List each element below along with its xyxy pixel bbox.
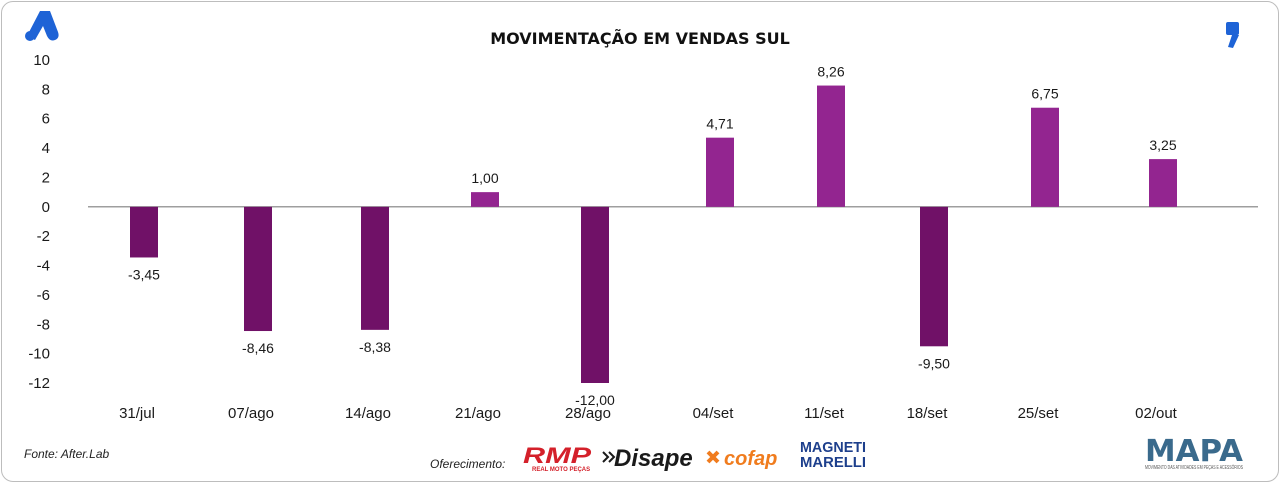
after-lab-a-logo-icon [25,11,59,41]
bar-28-ago [581,206,609,383]
y-tick-label: 6 [42,111,50,128]
y-tick-label: -4 [37,258,50,275]
x-tick-label: 11/set [804,405,845,422]
bar-14-ago [361,206,389,330]
mapa-logo-subtext: MOVIMENTO DAS ATIVIDADES EM PEÇAS E ACES… [1145,464,1243,471]
y-tick-label: -2 [37,228,50,245]
data-labels-group: -3,45 -8,46 -8,38 1,00 -12,00 4,71 8,26 -9,50 6,… [128,64,1177,408]
x-tick-label: 07/ago [228,405,274,422]
x-tick-label: 25/set [1018,405,1060,422]
y-tick-label: -6 [37,287,50,304]
y-tick-label: -8 [37,316,50,333]
y-tick-label: 2 [42,169,50,186]
marelli-logo-text: MARELLI [800,454,866,471]
data-label: 4,71 [706,116,733,132]
data-label: -8,38 [359,339,391,355]
disape-logo: Disape [602,445,693,472]
bar-07-ago [244,206,272,332]
x-tick-label: 31/jul [119,405,155,422]
x-axis: 31/jul 07/ago 14/ago 21/ago 28/ago 04/set 11/s… [119,405,1178,422]
data-label: -3,45 [128,266,160,282]
y-tick-label: 8 [42,81,50,98]
x-tick-label: 04/set [693,405,735,422]
x-tick-label: 02/out [1135,405,1178,422]
x-tick-label: 18/set [907,405,949,422]
y-tick-label: -10 [28,346,50,363]
disape-logo-text: Disape [614,445,693,472]
bar-31-jul [130,206,158,258]
bars-group [130,85,1177,383]
data-label: 1,00 [471,170,498,186]
data-label: -8,46 [242,340,274,356]
y-tick-label: 10 [33,52,50,69]
rmp-logo-subtext: REAL MOTO PEÇAS [532,467,590,473]
x-tick-label: 21/ago [455,405,501,422]
data-label: 3,25 [1149,137,1176,153]
magneti-marelli-logo: MAGNETI MARELLI [800,439,866,471]
rmp-logo: RMP REAL MOTO PEÇAS [523,443,591,473]
bar-21-ago [471,192,499,207]
sponsor-label: Oferecimento: [430,457,505,471]
bar-11-set [817,85,845,207]
bar-18-set [920,206,948,347]
bar-04-set [706,137,734,207]
x-tick-label: 14/ago [345,405,391,422]
cofap-logo-text: cofap [724,448,777,470]
data-label: 8,26 [817,64,844,80]
quote-mark-icon [1226,22,1239,48]
data-label: -12,00 [575,392,615,408]
chart-title: MOVIMENTAÇÃO EM VENDAS SUL [490,29,790,48]
bar-02-out [1149,159,1177,207]
bar-25-set [1031,107,1059,207]
rmp-logo-text: RMP [523,443,591,468]
y-tick-label: 4 [42,140,50,157]
x-tick-label: 28/ago [565,405,611,422]
mapa-logo-text: MAPA [1145,434,1244,469]
mapa-logo: MAPA MOVIMENTO DAS ATIVIDADES EM PEÇAS E… [1145,434,1244,471]
cofap-logo: cofap [706,448,777,470]
data-label: 6,75 [1031,86,1058,102]
magneti-logo-text: MAGNETI [800,439,866,456]
data-label: -9,50 [918,355,950,371]
y-tick-label: 0 [42,199,50,216]
y-axis: 10 8 6 4 2 0 -2 -4 -6 -8 -10 -12 [28,52,50,392]
y-tick-label: -12 [28,375,50,392]
source-note: Fonte: After.Lab [24,447,109,461]
